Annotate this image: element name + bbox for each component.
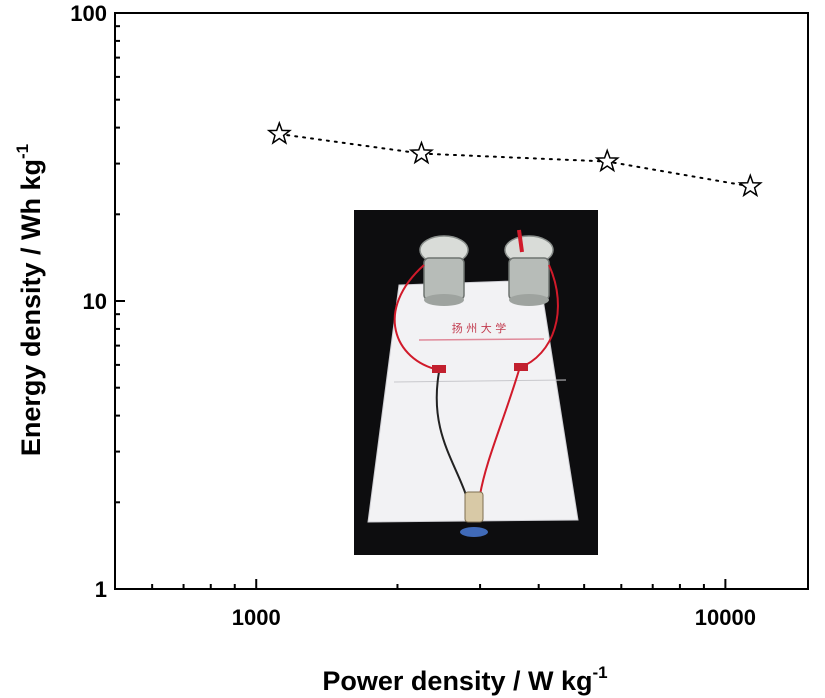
inset-clip-left	[432, 365, 446, 373]
inset-clip-red	[517, 229, 524, 253]
x-axis-title: Power density / W kg-1	[322, 663, 607, 696]
inset-cell-body	[423, 257, 465, 301]
data-point-star	[408, 140, 434, 165]
inset-wire-red-right	[518, 264, 559, 369]
y-tick-label: 1	[95, 577, 107, 602]
inset-photo: 扬 州 大 学	[354, 210, 598, 555]
inset-wire-red-left	[393, 264, 440, 371]
inset-wire-red	[479, 369, 520, 496]
y-axis-title: Energy density / Wh kg-1	[13, 144, 46, 456]
x-axis-title-exponent: -1	[592, 663, 607, 682]
y-tick-label: 100	[70, 1, 107, 26]
inset-card-text: 扬 州 大 学	[452, 321, 507, 335]
data-point-star	[594, 148, 620, 173]
inset-cell-body	[508, 257, 550, 301]
inset-clip-right	[514, 363, 528, 371]
data-point-star	[737, 173, 763, 198]
data-point-star	[266, 120, 292, 145]
inset-led-glow	[460, 527, 488, 537]
series-layer	[266, 120, 763, 198]
x-tick-label: 10000	[695, 605, 756, 630]
x-axis-title-text: Power density / W kg	[322, 666, 592, 696]
inset-card-underline	[418, 338, 545, 341]
inset-led	[464, 491, 484, 523]
series-line	[278, 133, 752, 188]
inset-card-fold	[393, 379, 567, 383]
y-tick-label: 10	[83, 289, 107, 314]
inset-cell-base	[509, 294, 549, 306]
inset-wire-black	[435, 371, 467, 496]
inset-cell-base	[424, 294, 464, 306]
y-axis-ticks: 1 10 100	[70, 1, 125, 602]
y-axis-title-text: Energy density / Wh kg	[16, 159, 46, 456]
x-axis-ticks: 1000 10000	[114, 579, 756, 630]
x-tick-label: 1000	[232, 605, 281, 630]
y-axis-title-exponent: -1	[13, 144, 32, 159]
